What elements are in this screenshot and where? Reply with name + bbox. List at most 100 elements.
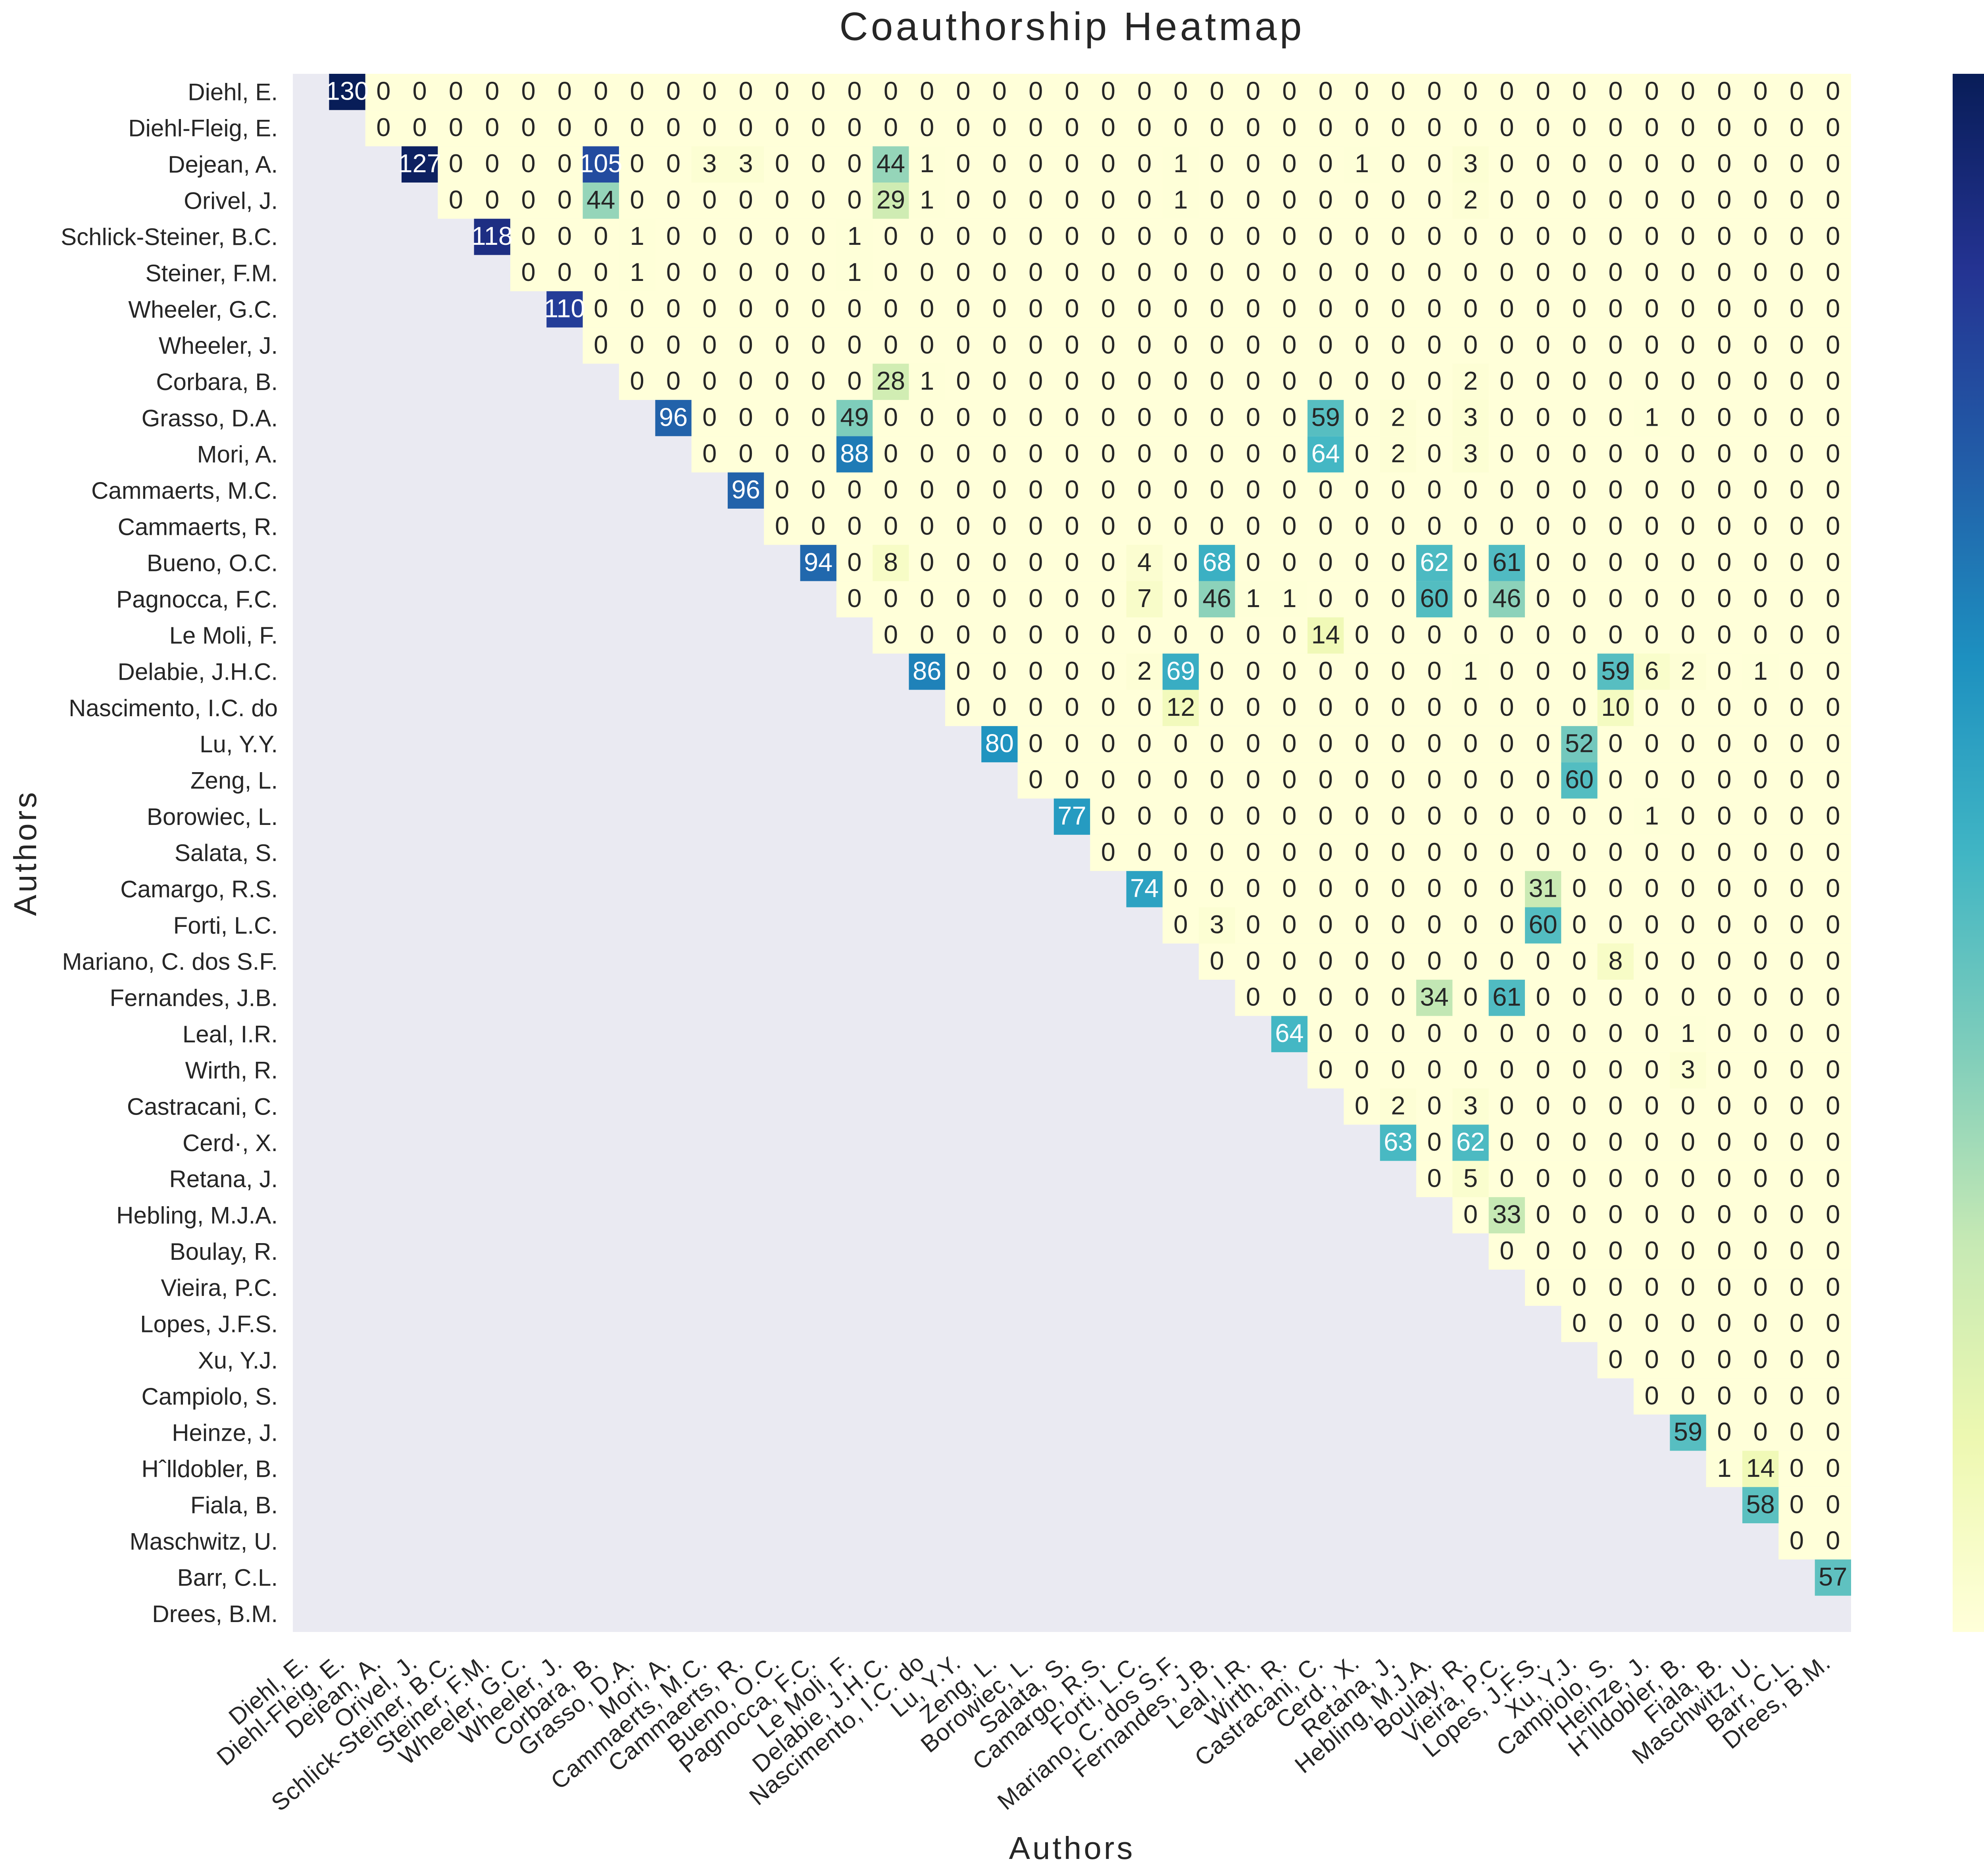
svg-text:Coauthorship Heatmap: Coauthorship Heatmap: [839, 4, 1304, 49]
svg-text:Vieira, P.C.: Vieira, P.C.: [161, 1274, 278, 1301]
svg-text:Borowiec, L.: Borowiec, L.: [147, 803, 278, 830]
svg-text:96: 96: [659, 403, 688, 432]
svg-text:Zeng, L.: Zeng, L.: [190, 767, 278, 794]
svg-text:Forti, L.C.: Forti, L.C.: [173, 912, 278, 939]
svg-text:Leal, I.R.: Leal, I.R.: [183, 1021, 278, 1048]
svg-text:Orivel, J.: Orivel, J.: [184, 187, 278, 214]
svg-text:Schlick-Steiner, B.C.: Schlick-Steiner, B.C.: [61, 224, 278, 250]
svg-text:Heinze, J.: Heinze, J.: [172, 1419, 278, 1446]
svg-text:Boulay, R.: Boulay, R.: [170, 1238, 278, 1265]
svg-text:77: 77: [1057, 801, 1086, 830]
svg-text:Hebling, M.J.A.: Hebling, M.J.A.: [116, 1202, 278, 1229]
svg-text:Wirth, R.: Wirth, R.: [185, 1057, 278, 1084]
svg-text:57: 57: [1819, 1562, 1847, 1591]
svg-text:Bueno, O.C.: Bueno, O.C.: [147, 550, 278, 577]
svg-text:Wheeler, G.C.: Wheeler, G.C.: [128, 296, 278, 323]
svg-text:118: 118: [471, 221, 513, 250]
svg-text:Mariano, C. dos S.F.: Mariano, C. dos S.F.: [62, 948, 278, 975]
svg-text:Nascimento, I.C. do: Nascimento, I.C. do: [69, 695, 278, 721]
svg-text:Cerd·, X.: Cerd·, X.: [183, 1130, 278, 1156]
svg-text:110: 110: [544, 294, 585, 323]
svg-text:Wheeler, J.: Wheeler, J.: [159, 333, 278, 359]
svg-text:Lu, Y.Y.: Lu, Y.Y.: [200, 731, 278, 757]
svg-text:00: 00: [1790, 1526, 1840, 1555]
svg-text:Salata, S.: Salata, S.: [175, 840, 278, 866]
svg-text:Dejean, A.: Dejean, A.: [168, 151, 278, 178]
svg-text:Authors: Authors: [8, 790, 43, 916]
svg-text:Campiolo, S.: Campiolo, S.: [142, 1383, 278, 1410]
svg-text:130: 130: [326, 77, 369, 106]
svg-text:Lopes, J.F.S.: Lopes, J.F.S.: [140, 1311, 278, 1337]
svg-text:Fiala, B.: Fiala, B.: [190, 1492, 278, 1518]
svg-text:Retana, J.: Retana, J.: [169, 1166, 278, 1192]
svg-text:Grasso, D.A.: Grasso, D.A.: [142, 405, 278, 431]
svg-text:Mori, A.: Mori, A.: [197, 441, 278, 468]
svg-text:Steiner, F.M.: Steiner, F.M.: [146, 260, 278, 286]
svg-text:Hˆlldobler, B.: Hˆlldobler, B.: [142, 1456, 278, 1482]
svg-text:Cammaerts, R.: Cammaerts, R.: [118, 513, 278, 540]
svg-text:Cammaerts, M.C.: Cammaerts, M.C.: [91, 477, 278, 504]
svg-text:Diehl-Fleig, E.: Diehl-Fleig, E.: [128, 115, 278, 142]
svg-text:Corbara, B.: Corbara, B.: [156, 369, 278, 395]
svg-text:80: 80: [985, 728, 1014, 757]
svg-text:64: 64: [1275, 1019, 1303, 1048]
svg-text:Pagnocca, F.C.: Pagnocca, F.C.: [116, 586, 278, 613]
svg-text:Delabie, J.H.C.: Delabie, J.H.C.: [118, 659, 278, 685]
svg-text:Authors: Authors: [1009, 1830, 1135, 1866]
svg-text:Camargo, R.S.: Camargo, R.S.: [120, 876, 278, 903]
svg-text:Xu, Y.J.: Xu, Y.J.: [198, 1347, 278, 1374]
svg-text:Fernandes, J.B.: Fernandes, J.B.: [110, 985, 278, 1011]
svg-text:Castracani, C.: Castracani, C.: [127, 1094, 278, 1120]
svg-text:Barr, C.L.: Barr, C.L.: [177, 1565, 278, 1591]
svg-text:Maschwitz, U.: Maschwitz, U.: [130, 1528, 278, 1555]
svg-text:Drees, B.M.: Drees, B.M.: [152, 1601, 278, 1627]
svg-text:96: 96: [731, 475, 760, 504]
svg-text:Diehl, E.: Diehl, E.: [188, 79, 278, 105]
svg-text:74: 74: [1130, 874, 1159, 903]
